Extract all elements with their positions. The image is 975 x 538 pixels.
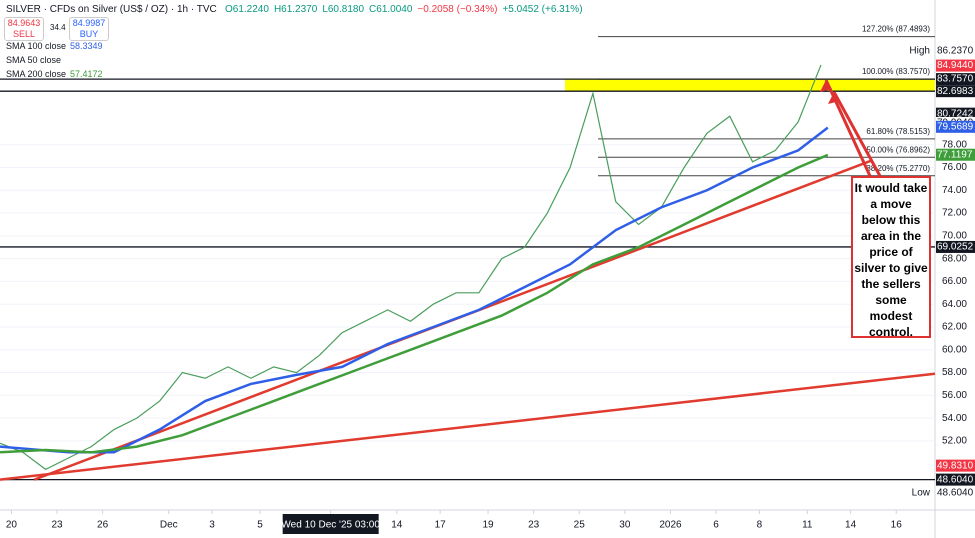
crosshair-label-bg: [282, 514, 379, 534]
x-tick-label: 26: [97, 520, 109, 531]
indicator-name: SMA 100 close: [6, 41, 67, 51]
y-tick-label: 70.00: [942, 230, 967, 241]
ohlc-value: O61.2240: [225, 4, 269, 15]
price-label-bg: [936, 120, 975, 133]
x-tick-label: 19: [482, 520, 494, 531]
price-label: 84.9440: [937, 60, 974, 71]
price-label-bg: [936, 459, 975, 472]
x-tick-label: Dec: [160, 520, 178, 531]
x-tick-label: 17: [435, 520, 447, 531]
price-label: 49.8310: [937, 460, 974, 471]
ohlc-value: C61.0040: [369, 4, 413, 15]
price-tag: High: [909, 45, 930, 56]
x-tick-label: 20: [6, 520, 18, 531]
annotation: It would take a move below this area in …: [851, 176, 931, 339]
price-tag: Low: [912, 487, 931, 498]
price-label: 86.2370: [937, 45, 974, 56]
fib-label: 127.20% (87.4893): [862, 25, 930, 34]
y-tick-label: 54.00: [942, 413, 967, 424]
arrow: [832, 91, 882, 177]
x-tick-label: 5: [257, 520, 263, 531]
ohlc: O61.2240 H61.2370 L60.8180 C61.0040 −0.2058 …: [225, 4, 588, 15]
buy-button[interactable]: 84.9987 BUY: [69, 17, 109, 41]
ohlc-value: L60.8180: [322, 4, 365, 15]
price-label-bg: [936, 59, 975, 72]
y-tick-label: 52.00: [942, 436, 967, 447]
indicator-name: SMA 50 close: [6, 55, 62, 65]
y-tick-label: 72.00: [942, 208, 967, 219]
x-tick-label: 3: [209, 520, 215, 531]
buy-price: 84.9987: [72, 18, 106, 28]
price-label-bg: [936, 148, 975, 161]
indicator-value: 57.4172: [70, 69, 103, 79]
arrowhead: [820, 80, 832, 92]
fib-label: 50.00% (76.8962): [866, 145, 930, 154]
price-label-bg: [936, 473, 975, 486]
price-line: [0, 64, 822, 471]
y-tick-label: 68.00: [942, 253, 967, 264]
sell-price: 84.9643: [7, 18, 41, 28]
trendline: [0, 372, 936, 481]
x-tick-label: Wed 10 Dec '25 03:00: [281, 520, 380, 531]
price-label-bg: [936, 44, 975, 57]
arrowhead: [828, 92, 840, 104]
sell-button[interactable]: 84.9643 SELL: [4, 17, 44, 41]
symbol-title: SILVER · CFDs on Silver (US$ / OZ) · 1h …: [6, 4, 217, 15]
price-label-bg: [936, 107, 975, 120]
y-tick-label: 66.00: [942, 276, 967, 287]
ohlc-value: −0.2058 (−0.34%): [417, 4, 498, 15]
x-tick-label: 6: [713, 520, 719, 531]
x-tick-label: 14: [845, 520, 857, 531]
fib-label: 38.20% (75.2770): [866, 164, 930, 173]
y-tick-label: 62.00: [942, 322, 967, 333]
price-label: 79.5689: [937, 121, 974, 132]
fib-label: 100.00% (83.7570): [862, 67, 930, 76]
x-tick-label: 11: [802, 520, 813, 531]
fib-label: 61.80% (78.5153): [866, 127, 930, 136]
x-tick-label: 23: [51, 520, 63, 531]
x-tick-label: 16: [891, 520, 903, 531]
price-label-bg: [936, 486, 975, 499]
price-label: 82.6983: [937, 86, 974, 97]
ohlc-value: H61.2370: [273, 4, 318, 15]
price-label: 48.6040: [937, 474, 974, 485]
buy-label: BUY: [79, 29, 99, 39]
x-tick-label: 2026: [659, 520, 682, 531]
x-tick-label: 8: [757, 520, 763, 531]
price-label: 48.6040: [937, 487, 974, 498]
y-tick-label: 74.00: [942, 185, 967, 196]
sell-label: SELL: [12, 29, 36, 39]
price-label: 69.0252: [937, 242, 974, 253]
x-tick-label: 23: [528, 520, 540, 531]
sma-line: [0, 126, 829, 454]
x-tick-label: 30: [619, 520, 631, 531]
price-label-bg: [936, 240, 975, 253]
price-label-bg: [936, 73, 975, 86]
sma-line: [0, 153, 829, 454]
price-label: 80.7242: [937, 108, 974, 119]
indicator-value: 58.3349: [70, 41, 103, 51]
y-tick-label: 76.00: [942, 162, 967, 173]
y-tick-label: 60.00: [942, 344, 967, 355]
price-label: 83.7570: [937, 74, 974, 85]
y-tick-label: 58.00: [942, 367, 967, 378]
arrow: [824, 79, 872, 177]
x-tick-label: 25: [574, 520, 586, 531]
x-tick-label: 14: [391, 520, 403, 531]
spread: 34.4: [50, 23, 66, 32]
y-tick-label: 56.00: [942, 390, 967, 401]
price-label: 77.1197: [937, 149, 973, 160]
y-tick-label: 78.00: [942, 139, 967, 150]
indicator-name: SMA 200 close: [6, 69, 67, 79]
y-tick-label: 64.00: [942, 299, 967, 310]
zone: [565, 79, 935, 92]
price-label-bg: [936, 85, 975, 98]
ohlc-value: +5.0452 (+6.31%): [502, 4, 583, 15]
